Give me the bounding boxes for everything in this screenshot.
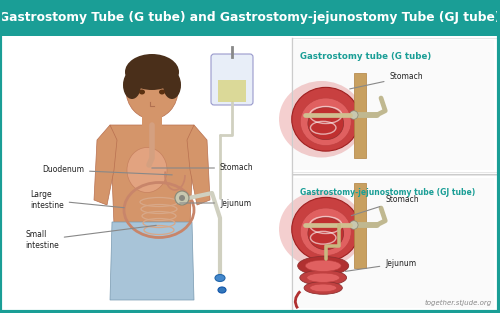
- Ellipse shape: [139, 90, 145, 95]
- Bar: [142, 116, 162, 131]
- Bar: [292, 176, 498, 310]
- Ellipse shape: [300, 98, 351, 146]
- Ellipse shape: [292, 87, 360, 151]
- Bar: [2, 38, 290, 311]
- Ellipse shape: [127, 147, 167, 192]
- Ellipse shape: [292, 198, 360, 261]
- Ellipse shape: [300, 208, 351, 256]
- Text: Duodenum: Duodenum: [42, 166, 172, 175]
- Ellipse shape: [307, 273, 340, 282]
- Polygon shape: [110, 125, 194, 225]
- Text: Gastrostomy-jejunostomy tube (GJ tube): Gastrostomy-jejunostomy tube (GJ tube): [300, 188, 475, 198]
- Ellipse shape: [215, 275, 225, 281]
- Bar: [292, 38, 498, 172]
- Text: Stomach: Stomach: [352, 195, 419, 216]
- Ellipse shape: [218, 287, 226, 293]
- Text: Stomach: Stomach: [152, 163, 254, 172]
- Ellipse shape: [279, 191, 364, 268]
- Text: Large
intestine: Large intestine: [30, 190, 124, 210]
- Ellipse shape: [310, 284, 336, 292]
- Polygon shape: [94, 125, 117, 205]
- Ellipse shape: [279, 81, 364, 157]
- Ellipse shape: [308, 107, 344, 140]
- Text: Jejunum: Jejunum: [180, 198, 251, 208]
- Ellipse shape: [350, 111, 358, 119]
- Ellipse shape: [125, 54, 179, 90]
- Ellipse shape: [163, 71, 181, 99]
- Polygon shape: [110, 222, 194, 300]
- Bar: [354, 73, 366, 157]
- Bar: [294, 178, 494, 309]
- Bar: [354, 182, 366, 268]
- Ellipse shape: [304, 281, 343, 294]
- Text: together.stjude.org: together.stjude.org: [425, 300, 492, 306]
- Bar: [2, 36, 498, 311]
- Ellipse shape: [126, 61, 178, 119]
- Ellipse shape: [159, 90, 165, 95]
- Text: Stomach: Stomach: [350, 72, 423, 89]
- Text: Jejunum: Jejunum: [346, 259, 416, 271]
- Ellipse shape: [308, 217, 344, 250]
- Bar: [218, 80, 246, 102]
- FancyBboxPatch shape: [211, 54, 253, 105]
- Bar: [0, 0, 500, 36]
- Ellipse shape: [300, 270, 346, 285]
- Bar: [294, 40, 494, 170]
- Ellipse shape: [306, 260, 341, 271]
- Text: Small
intestine: Small intestine: [25, 225, 156, 250]
- Text: Gastrostomy Tube (G tube) and Gastrostomy-jejunostomy Tube (GJ tube): Gastrostomy Tube (G tube) and Gastrostom…: [0, 12, 500, 24]
- Ellipse shape: [350, 221, 358, 229]
- Text: Gastrostomy tube (G tube): Gastrostomy tube (G tube): [300, 52, 431, 61]
- Circle shape: [175, 191, 189, 205]
- Ellipse shape: [123, 71, 141, 99]
- Polygon shape: [187, 125, 210, 205]
- Circle shape: [179, 195, 185, 201]
- Ellipse shape: [298, 256, 348, 275]
